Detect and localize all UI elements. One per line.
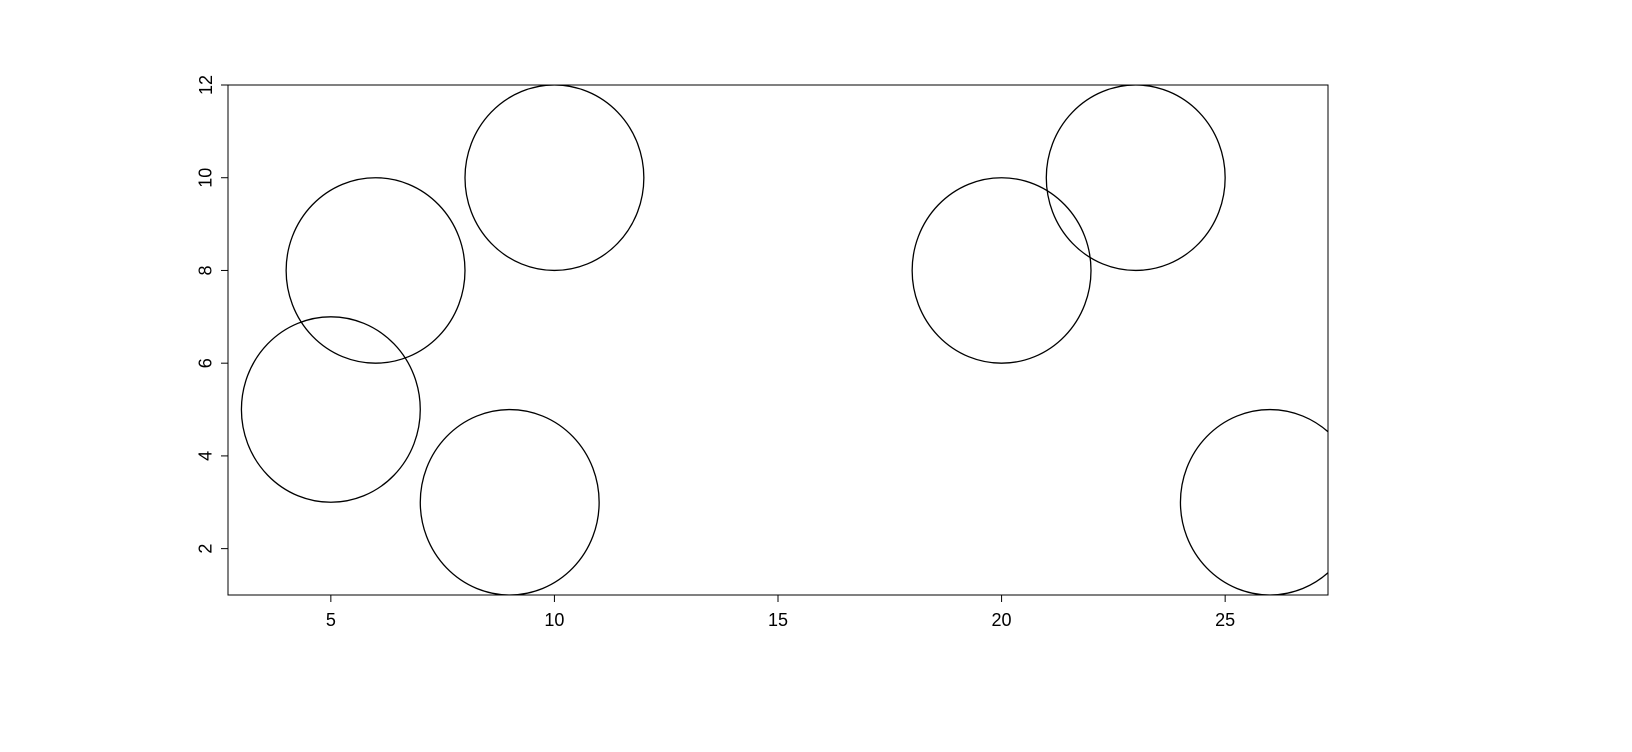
x-tick-label: 20	[992, 610, 1012, 630]
x-tick-label: 5	[326, 610, 336, 630]
y-tick-label: 12	[196, 75, 216, 95]
x-tick-label: 15	[768, 610, 788, 630]
chart-container: 5 10 15 20 25 2 4 6 8 10 12	[0, 0, 1632, 752]
y-tick-label: 10	[196, 168, 216, 188]
y-tick-label: 4	[196, 451, 216, 461]
y-tick-label: 2	[196, 544, 216, 554]
x-tick-label: 25	[1215, 610, 1235, 630]
x-tick-label: 10	[544, 610, 564, 630]
bubble-chart: 5 10 15 20 25 2 4 6 8 10 12	[0, 0, 1632, 752]
y-tick-label: 6	[196, 358, 216, 368]
y-tick-label: 8	[196, 265, 216, 275]
